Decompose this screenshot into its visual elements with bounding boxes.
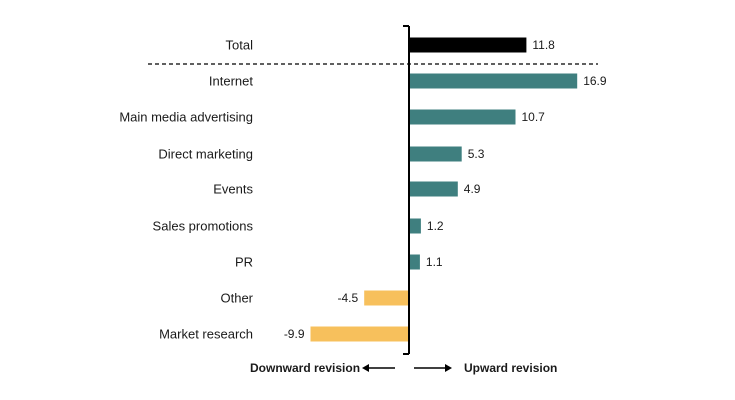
bar-sales-promotions	[409, 218, 421, 234]
value-label-main-media-advertising: 10.7	[522, 110, 546, 124]
value-label-events: 4.9	[464, 182, 481, 196]
category-label-internet: Internet	[209, 74, 253, 89]
downward-revision-label: Downward revision	[250, 361, 360, 375]
value-label-sales-promotions: 1.2	[427, 219, 444, 233]
value-label-direct-marketing: 5.3	[468, 147, 485, 161]
category-label-direct-marketing: Direct marketing	[158, 147, 253, 162]
bar-direct-marketing	[409, 146, 462, 162]
bar-internet	[409, 73, 578, 89]
left-arrow-icon	[362, 364, 395, 372]
category-label-total: Total	[226, 38, 254, 53]
category-label-market-research: Market research	[159, 327, 253, 342]
bar-other	[364, 290, 409, 306]
category-label-sales-promotions: Sales promotions	[153, 219, 254, 234]
bar-main-media-advertising	[409, 109, 516, 125]
bar-pr	[409, 254, 420, 270]
category-label-events: Events	[213, 182, 253, 197]
category-label-pr: PR	[235, 255, 253, 270]
labels-layer: Total 11.8 Internet 16.9 Main media advertis…	[119, 38, 607, 342]
bars-layer	[310, 37, 578, 342]
bar-market-research	[310, 326, 409, 342]
value-label-pr: 1.1	[426, 255, 443, 269]
value-label-market-research: -9.9	[284, 327, 305, 341]
bar-events	[409, 181, 458, 197]
bar-total	[409, 37, 527, 53]
category-label-other: Other	[220, 291, 253, 306]
value-label-other: -4.5	[338, 291, 359, 305]
right-arrow-icon	[414, 364, 452, 372]
upward-revision-label: Upward revision	[464, 361, 557, 375]
value-label-total: 11.8	[532, 38, 555, 52]
value-label-internet: 16.9	[583, 74, 607, 88]
category-label-main-media-advertising: Main media advertising	[119, 110, 253, 125]
